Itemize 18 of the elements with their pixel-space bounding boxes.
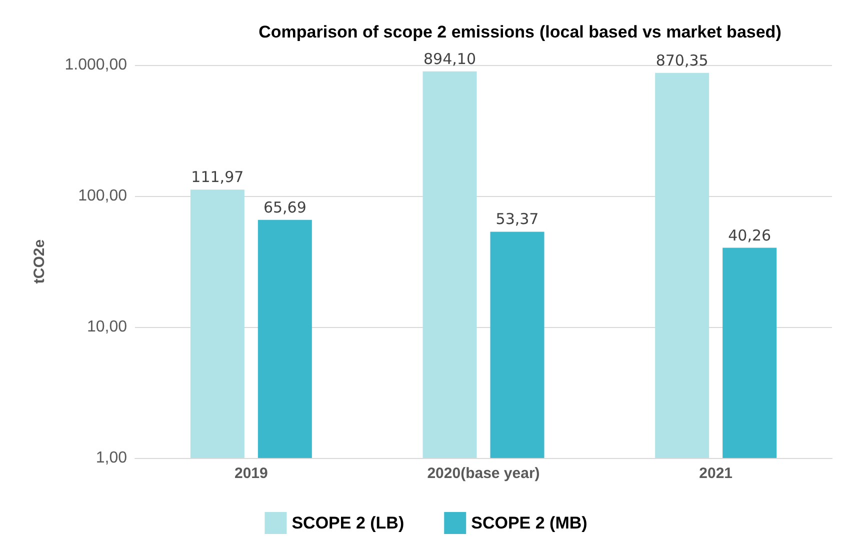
x-tick-label: 2019: [234, 465, 268, 482]
y-axis-title: tCO2e: [31, 239, 48, 284]
data-label: 65,69: [263, 198, 306, 216]
chart-subtitle: (local based vs market based): [539, 22, 782, 42]
y-tick-label: 1,00: [96, 450, 128, 466]
data-label: 870,35: [656, 51, 708, 70]
data-label: 53,37: [496, 210, 539, 228]
data-label: 40,26: [728, 226, 772, 244]
x-tick-label: 2021: [699, 465, 733, 482]
x-tick-label: 2020(base year): [427, 465, 540, 482]
data-label: 111,97: [191, 168, 244, 186]
chart-title: Comparison of scope 2 emissions: [258, 22, 534, 42]
legend-label: SCOPE 2 (LB): [292, 514, 404, 532]
legend-label: SCOPE 2 (MB): [471, 514, 588, 532]
y-tick-label: 10,00: [86, 318, 128, 336]
y-tick-label: 100,00: [78, 188, 128, 204]
data-label: 894,10: [424, 50, 476, 68]
y-tick-label: 1.000,00: [64, 56, 128, 74]
